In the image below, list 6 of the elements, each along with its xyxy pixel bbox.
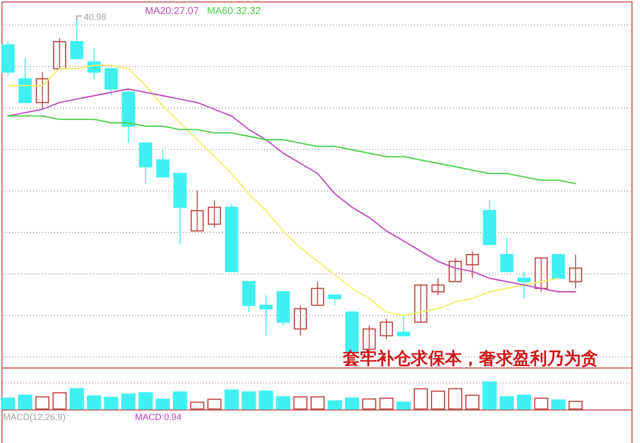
text: MA60:32.32 [206, 6, 262, 17]
annotation: 套牢补仓求保本，奢求盈利乃为贪 [342, 349, 598, 368]
text: MA20:27.07 [145, 6, 200, 17]
text: MACD:0.94 [135, 412, 182, 422]
annotation: 40.98 [84, 12, 106, 22]
text: MACD(12,26,9) [3, 412, 66, 422]
